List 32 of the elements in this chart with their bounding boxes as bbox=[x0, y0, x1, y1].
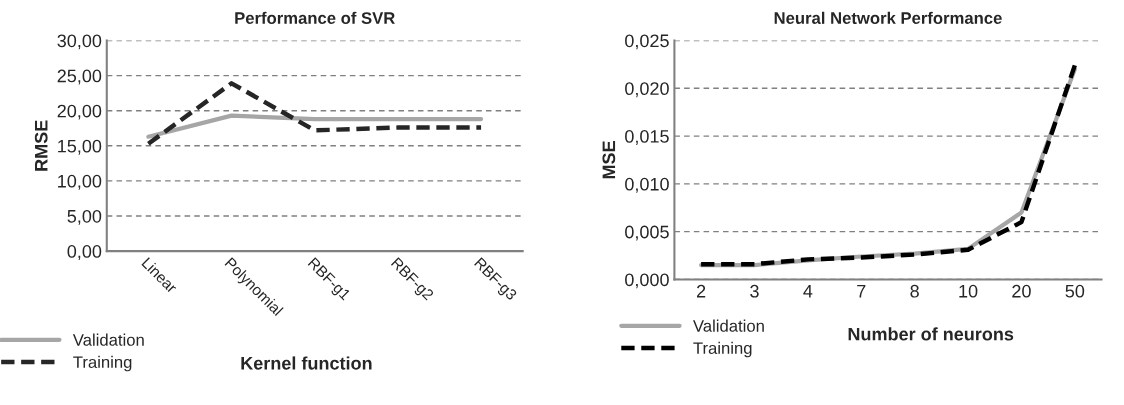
chart-title: Neural Network Performance bbox=[774, 11, 1002, 24]
x-tick-label: 2 bbox=[696, 284, 706, 298]
y-tick-label: 0,000 bbox=[625, 273, 669, 289]
x-axis-title: Kernel function bbox=[241, 356, 372, 370]
legend-label: Training bbox=[73, 355, 132, 372]
y-tick-label: 15,00 bbox=[58, 139, 102, 155]
line-series bbox=[146, 81, 484, 146]
y-tick-label: 30,00 bbox=[57, 34, 102, 50]
y-tick-label: 0,015 bbox=[625, 130, 669, 145]
legend-label: Training bbox=[693, 341, 752, 358]
y-tick-label: 0,020 bbox=[625, 82, 669, 98]
x-tick-label: 8 bbox=[910, 284, 919, 298]
y-axis-title: RMSE bbox=[34, 120, 48, 171]
x-tick-label: 20 bbox=[1012, 284, 1031, 298]
legend-label: Validation bbox=[72, 333, 144, 346]
x-tick-label: 3 bbox=[750, 284, 759, 298]
y-tick-label: 0,010 bbox=[625, 177, 669, 193]
chart-title: Performance of SVR bbox=[235, 11, 395, 24]
x-axis-title: Number of neurons bbox=[848, 327, 1014, 341]
y-tick-label: 0,005 bbox=[625, 225, 669, 241]
x-tick-label: 7 bbox=[857, 284, 866, 298]
y-tick-label: 25,00 bbox=[57, 69, 102, 85]
x-tick-label: 10 bbox=[959, 284, 978, 298]
y-tick-label: 0,00 bbox=[67, 245, 102, 260]
y-tick-label: 5,00 bbox=[67, 209, 102, 225]
y-tick-label: 0,025 bbox=[625, 34, 669, 50]
x-tick-label: 50 bbox=[1065, 284, 1085, 298]
x-tick-label: 4 bbox=[803, 284, 813, 298]
y-tick-label: 20,00 bbox=[57, 104, 102, 120]
y-axis-title: MSE bbox=[602, 141, 616, 179]
legend-label: Validation bbox=[693, 319, 764, 332]
y-tick-label: 10,00 bbox=[58, 174, 102, 190]
